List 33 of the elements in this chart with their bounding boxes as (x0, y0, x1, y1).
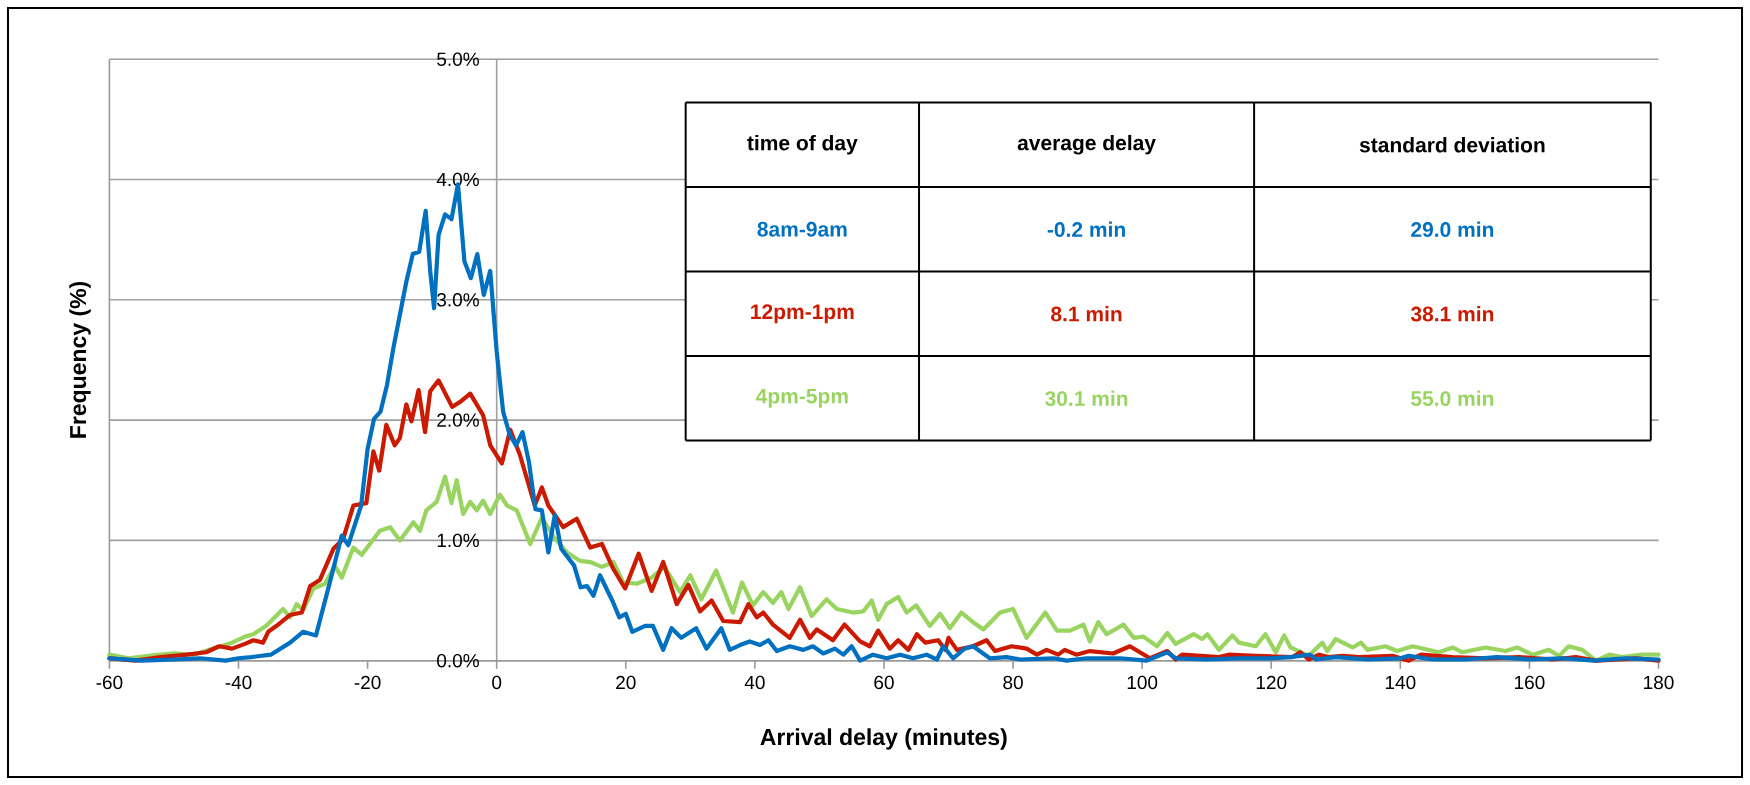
x-tick-label: 160 (1515, 675, 1545, 690)
y-tick-label: 5.0% (437, 52, 479, 66)
x-tick-label: 80 (1003, 675, 1023, 690)
text: 12pm-1pm (751, 304, 854, 324)
text: 4pm-5pm (755, 388, 848, 408)
x-axis-title: Arrival delay (minutes) (760, 728, 1007, 750)
x-tick-label: -40 (225, 675, 252, 690)
x-tick-label: 100 (1127, 675, 1158, 690)
x-tick-label: -60 (96, 675, 123, 690)
y-tick-label: 4.0% (436, 172, 479, 187)
x-tick-label: 0 (492, 675, 502, 690)
x-tick-label: 60 (874, 675, 894, 690)
y-tick-label: 0.0% (437, 653, 479, 668)
text: 8am-9am (757, 221, 847, 237)
x-tick-label: 20 (616, 675, 636, 690)
x-tick-label: 120 (1256, 675, 1287, 690)
annotation: average delay (1017, 134, 1156, 155)
x-tick-label: 180 (1644, 675, 1674, 690)
y-tick-label: 3.0% (437, 293, 479, 307)
annotation: time of day (747, 134, 858, 155)
annotation: 29.0 min (1411, 221, 1494, 237)
x-tick-label: -20 (354, 675, 381, 690)
annotation: 38.1 min (1410, 306, 1494, 322)
annotation: 8.1 min (1051, 306, 1122, 322)
y-axis-title: Frequency (%) (69, 281, 91, 438)
x-tick-label: 40 (744, 675, 765, 690)
x-tick-label: 140 (1385, 675, 1416, 690)
annotation: 55.0 min (1411, 390, 1494, 407)
y-tick-label: 2.0% (437, 413, 479, 427)
y-tick-label: 1.0% (437, 533, 479, 548)
annotation: standard deviation (1359, 137, 1545, 153)
annotation: 30.1 min (1045, 390, 1128, 407)
annotation: -0.2 min (1047, 221, 1125, 237)
